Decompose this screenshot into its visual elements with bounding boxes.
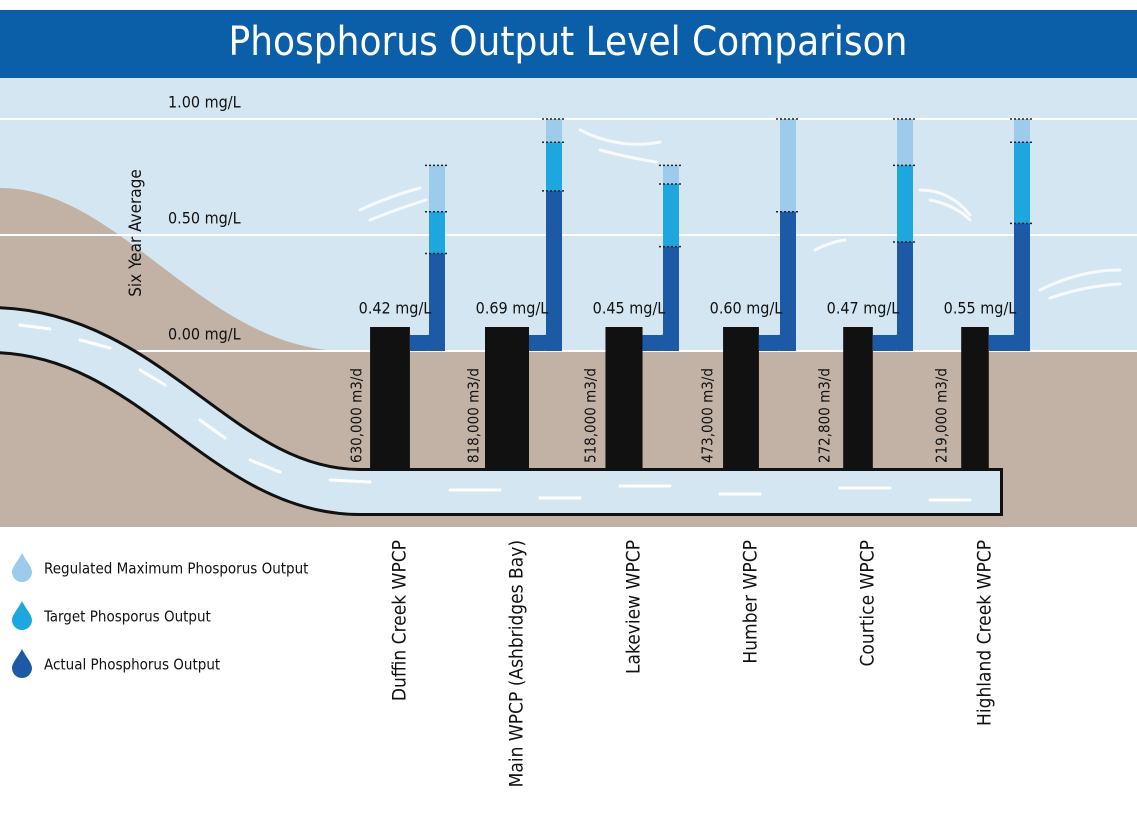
flow-pipe bbox=[961, 327, 989, 477]
level-bar bbox=[429, 254, 445, 351]
value-label: 0.42 mg/L bbox=[359, 299, 432, 318]
value-label: 0.55 mg/L bbox=[944, 299, 1017, 318]
legend-swatch bbox=[12, 553, 32, 582]
x-tick-label: Courtice WPCP bbox=[857, 540, 879, 667]
flow-label: 473,000 m3/d bbox=[699, 368, 717, 463]
legend-label: Actual Phosphorus Output bbox=[44, 656, 220, 674]
x-tick-label: Highland Creek WPCP bbox=[974, 540, 996, 726]
flow-label: 630,000 m3/d bbox=[348, 368, 366, 463]
value-label: 0.69 mg/L bbox=[476, 299, 549, 318]
flow-label: 272,800 m3/d bbox=[816, 368, 834, 463]
flow-pipe bbox=[605, 327, 642, 477]
flow-pipe bbox=[843, 327, 873, 477]
flow-pipe bbox=[485, 327, 529, 477]
flow-pipe bbox=[723, 327, 759, 477]
y-tick-label: 0.00 mg/L bbox=[168, 325, 241, 344]
value-label: 0.47 mg/L bbox=[827, 299, 900, 318]
flow-label: 818,000 m3/d bbox=[465, 368, 483, 463]
legend-swatch bbox=[12, 601, 32, 630]
flow-pipe bbox=[370, 327, 410, 477]
level-bar bbox=[780, 212, 796, 351]
level-bar bbox=[663, 247, 679, 351]
flow-label: 219,000 m3/d bbox=[933, 368, 951, 463]
y-axis-label: Six Year Average bbox=[126, 169, 146, 297]
value-label: 0.60 mg/L bbox=[710, 299, 783, 318]
legend-label: Target Phosporus Output bbox=[43, 608, 211, 626]
level-bar bbox=[897, 242, 913, 351]
legend: Regulated Maximum Phosporus Output Target… bbox=[12, 553, 308, 678]
value-label: 0.45 mg/L bbox=[593, 299, 666, 318]
flow-label: 518,000 m3/d bbox=[582, 368, 600, 463]
level-bar bbox=[1014, 223, 1030, 351]
y-tick-label: 1.00 mg/L bbox=[168, 93, 241, 112]
legend-swatch bbox=[12, 649, 32, 678]
x-tick-label: Lakeview WPCP bbox=[623, 540, 645, 674]
y-tick-label: 0.50 mg/L bbox=[168, 209, 241, 228]
chart-title: Phosphorus Output Level Comparison bbox=[229, 19, 908, 65]
x-tick-label: Duffin Creek WPCP bbox=[389, 540, 411, 701]
x-tick-label: Humber WPCP bbox=[740, 540, 762, 664]
infographic: Phosphorus Output Level Comparison Six Y… bbox=[0, 0, 1137, 817]
level-bar bbox=[546, 191, 562, 351]
x-tick-label: Main WPCP (Ashbridges Bay) bbox=[506, 540, 528, 787]
legend-label: Regulated Maximum Phosporus Output bbox=[44, 560, 308, 578]
